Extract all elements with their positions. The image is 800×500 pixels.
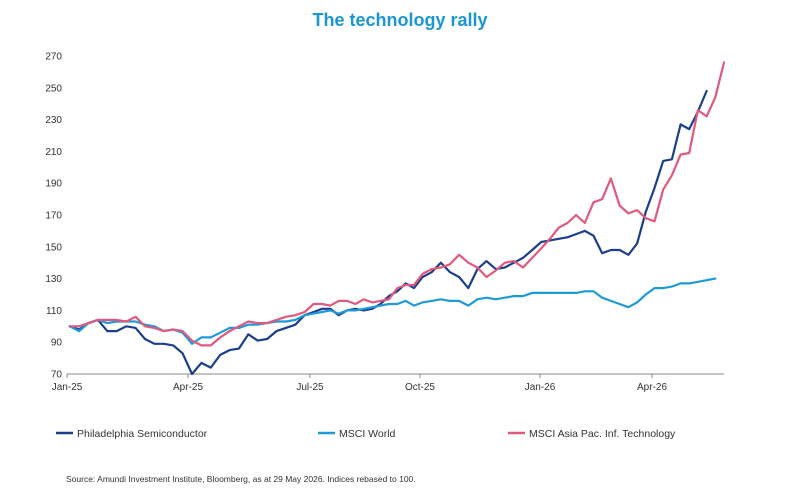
x-axis: Jan-25 Apr-25 Jul-25 Oct-25 Jan-26 Apr-26 — [52, 373, 724, 393]
y-tick-label: 90 — [51, 338, 63, 349]
y-tick-label: 250 — [45, 83, 62, 94]
x-tick-label: Jan-25 — [52, 382, 83, 393]
chart-title: The technology rally — [312, 10, 488, 30]
y-tick-label: 130 — [45, 274, 62, 285]
y-tick-label: 110 — [46, 306, 62, 317]
x-tick-label: Oct-25 — [405, 382, 435, 393]
series-line-msci-asia-pac-inf-technology — [68, 61, 726, 347]
x-tick-label: Jan-26 — [525, 382, 556, 393]
x-tick-label: Jul-25 — [296, 382, 324, 393]
y-tick-label: 190 — [45, 179, 62, 190]
y-tick-label: 150 — [45, 242, 62, 253]
legend-label: Philadelphia Semiconductor — [77, 428, 208, 440]
source-note: Source: Amundi Investment Institute, Blo… — [66, 474, 416, 484]
y-tick-label: 170 — [45, 211, 62, 222]
legend: Philadelphia Semiconductor MSCI World MSCI… — [56, 428, 676, 440]
series-line-msci-world — [68, 277, 717, 345]
series-lines — [68, 61, 726, 376]
x-tick-label: Apr-26 — [637, 382, 667, 393]
x-tick-label: Apr-25 — [173, 382, 203, 393]
y-tick-label: 270 — [45, 52, 62, 63]
y-tick-label: 70 — [51, 370, 63, 381]
legend-label: MSCI Asia Pac. Inf. Technology — [529, 428, 676, 440]
y-axis-labels: 70 90 110 130 150 170 190 210 230 250 270 — [45, 52, 62, 381]
legend-label: MSCI World — [339, 428, 396, 440]
y-tick-label: 230 — [45, 115, 62, 126]
y-tick-label: 210 — [45, 147, 62, 158]
